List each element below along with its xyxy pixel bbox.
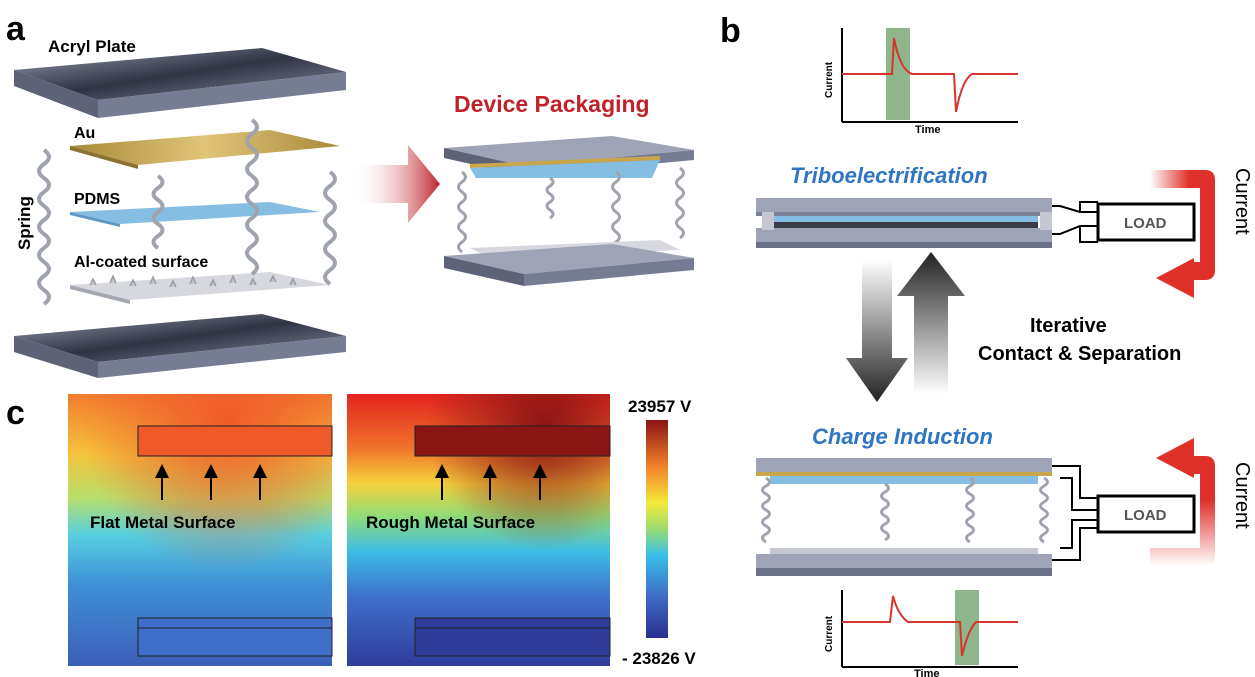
flat-metal-electrode bbox=[137, 425, 333, 457]
field-arrow bbox=[253, 464, 267, 500]
rough-surface-label: Rough Metal Surface bbox=[366, 513, 535, 532]
field-arrow bbox=[204, 464, 218, 500]
rough-bottom-electrode bbox=[414, 617, 611, 657]
al-coated-surface bbox=[70, 272, 330, 304]
colorbar-min-label: - 23826 V bbox=[622, 649, 696, 668]
field-arrow bbox=[435, 464, 449, 500]
top-plot-xlabel: Time bbox=[915, 124, 940, 136]
load-label-top: LOAD bbox=[1124, 215, 1167, 232]
potential-colorbar bbox=[646, 420, 668, 638]
panel-label-a: a bbox=[6, 10, 26, 48]
bottom-plot-xlabel: Time bbox=[914, 668, 939, 677]
flat-bottom-electrode bbox=[137, 617, 333, 657]
top-current-plot bbox=[841, 28, 1018, 123]
device-separated-state bbox=[756, 458, 1052, 576]
spring-left bbox=[37, 148, 51, 306]
acryl-plate-top bbox=[14, 48, 346, 118]
load-label-bottom: LOAD bbox=[1124, 507, 1167, 524]
rough-metal-electrode bbox=[414, 425, 611, 457]
contact-arrow-up bbox=[897, 252, 965, 394]
triboelectrification-title: Triboelectrification bbox=[790, 163, 988, 188]
iterative-label-1: Iterative bbox=[1030, 315, 1107, 337]
pdms-label: PDMS bbox=[74, 191, 121, 208]
current-label-top: Current bbox=[1231, 168, 1253, 235]
charge-induction-title: Charge Induction bbox=[812, 424, 993, 449]
panel-label-b: b bbox=[720, 12, 741, 50]
spring-label: Spring bbox=[15, 196, 34, 250]
load-box-bottom bbox=[1096, 494, 1196, 534]
bottom-current-plot bbox=[841, 590, 1018, 668]
iterative-label-2: Contact & Separation bbox=[978, 343, 1181, 365]
spring-right bbox=[323, 170, 337, 286]
load-circuit-top bbox=[1052, 201, 1196, 243]
au-layer bbox=[70, 130, 340, 169]
load-box-top bbox=[1096, 202, 1196, 242]
top-plot-ylabel: Current bbox=[824, 61, 835, 98]
field-arrow bbox=[155, 464, 169, 500]
separation-arrow-down bbox=[846, 260, 908, 402]
flat-surface-label: Flat Metal Surface bbox=[90, 513, 236, 532]
current-arrow-bottom bbox=[1150, 438, 1215, 566]
spring-center bbox=[245, 118, 259, 276]
spring-center-left bbox=[151, 174, 165, 250]
device-contact-state bbox=[756, 198, 1052, 248]
rough-surface-field-map bbox=[347, 394, 611, 666]
current-arrow-top bbox=[1150, 170, 1215, 298]
field-arrow bbox=[483, 464, 497, 500]
au-label: Au bbox=[74, 125, 95, 142]
top-plot-signal bbox=[842, 37, 1018, 113]
bottom-plot-signal bbox=[842, 595, 1018, 657]
bottom-plot-highlight bbox=[955, 590, 979, 665]
packaging-arrow bbox=[352, 145, 440, 223]
packaged-device bbox=[444, 136, 694, 286]
panel-label-c: c bbox=[6, 394, 25, 432]
colorbar-max-label: 23957 V bbox=[628, 397, 692, 416]
acryl-plate-label: Acryl Plate bbox=[48, 37, 136, 56]
bottom-plot-ylabel: Current bbox=[824, 615, 835, 652]
load-circuit-bottom bbox=[1052, 465, 1196, 561]
field-arrow bbox=[533, 464, 547, 500]
al-coated-label: Al-coated surface bbox=[74, 254, 208, 271]
current-label-bottom: Current bbox=[1231, 462, 1253, 529]
bottom-plate bbox=[14, 314, 346, 378]
flat-surface-field-map bbox=[68, 394, 333, 666]
device-packaging-title: Device Packaging bbox=[454, 91, 650, 117]
